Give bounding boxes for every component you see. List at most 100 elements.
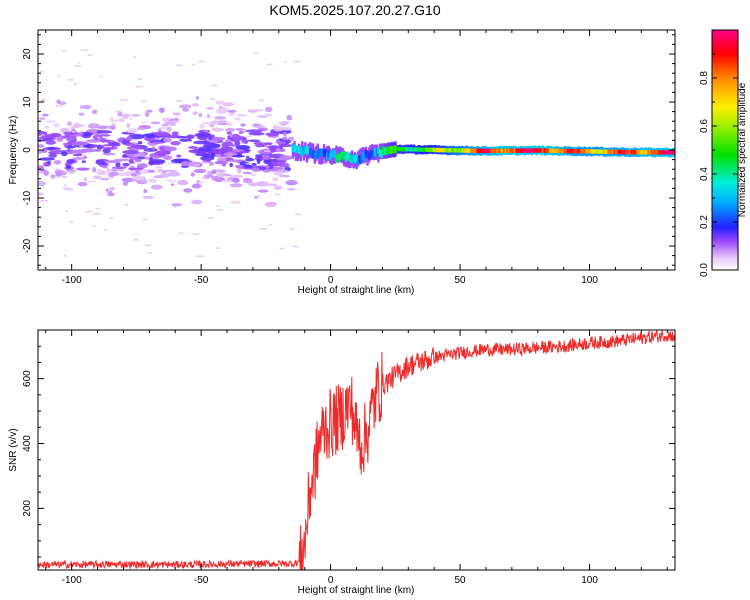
x-tick-label: 100 — [581, 275, 598, 286]
noise-blob — [172, 112, 181, 116]
signal-core — [520, 148, 523, 153]
signal-core — [293, 144, 296, 152]
noise-blob — [91, 109, 98, 115]
signal-core — [304, 147, 307, 155]
signal-core — [325, 152, 329, 161]
signal-core — [310, 150, 313, 159]
noise-blob — [99, 134, 111, 137]
noise-blob — [126, 123, 130, 128]
signal-core — [633, 150, 636, 155]
noise-blob — [199, 123, 206, 129]
noise-blob — [286, 187, 296, 191]
signal-core — [319, 148, 323, 157]
noise-blob — [79, 105, 85, 110]
noise-speck — [79, 145, 84, 148]
signal-core — [355, 154, 358, 163]
noise-blob — [82, 104, 92, 110]
signal-core — [552, 148, 556, 153]
signal-core — [636, 150, 640, 155]
signal-core — [618, 149, 621, 155]
signal-core — [358, 155, 361, 164]
signal-core — [349, 154, 352, 163]
noise-speck — [175, 162, 180, 165]
noise-blob — [94, 148, 102, 152]
noise-blob — [46, 120, 56, 123]
signal-core — [517, 148, 520, 153]
noise-blob — [273, 149, 286, 153]
noise-speck — [115, 110, 122, 113]
signal-core — [374, 148, 377, 157]
noise-blob — [225, 127, 236, 133]
signal-core — [330, 149, 334, 158]
noise-speck — [258, 99, 264, 102]
signal-core — [492, 148, 495, 154]
snr-panel: -100 -50 0 50 100 200 400 600 Height of straigh… — [8, 329, 676, 596]
signal-core — [560, 148, 563, 154]
signal-core — [557, 148, 560, 154]
noise-blob — [157, 168, 164, 173]
signal-core — [353, 155, 357, 164]
noise-blob — [191, 183, 202, 189]
noise-blob — [59, 127, 70, 133]
noise-blob — [210, 152, 216, 159]
noise-speck — [61, 50, 66, 52]
noise-blob — [224, 173, 232, 177]
noise-speck — [175, 64, 183, 66]
y-tick-label: 600 — [22, 370, 33, 387]
noise-speck — [103, 229, 107, 232]
noise-speck — [245, 135, 252, 138]
noise-blob — [38, 130, 48, 136]
signal-core — [655, 150, 658, 155]
signal-core — [468, 148, 472, 153]
signal-core — [531, 148, 534, 153]
noise-blob — [210, 175, 221, 181]
x-tick-label: -50 — [194, 275, 209, 286]
noise-blob — [182, 107, 189, 112]
signal-core — [593, 149, 596, 154]
noise-blob — [88, 123, 100, 126]
noise-blob — [58, 101, 67, 106]
noise-blob — [215, 108, 228, 114]
colorbar-tick-label: 0.8 — [699, 71, 710, 85]
signal-core — [582, 149, 585, 154]
signal-core — [375, 147, 379, 156]
noise-blob — [44, 125, 49, 129]
spectrogram-x-axis-label: Height of straight line (km) — [298, 285, 415, 296]
noise-speck — [266, 63, 273, 66]
noise-blob — [242, 178, 253, 184]
noise-blob — [110, 126, 116, 130]
noise-blob — [238, 131, 244, 134]
noise-blob — [165, 135, 183, 139]
noise-speck — [178, 232, 184, 235]
noise-blob — [222, 102, 235, 107]
signal-core — [361, 151, 365, 159]
noise-blob — [105, 188, 110, 192]
noise-blob — [78, 112, 85, 116]
noise-blob — [235, 128, 244, 131]
signal-core — [534, 148, 537, 153]
signal-core — [360, 156, 363, 165]
noise-blob — [92, 166, 97, 173]
noise-blob — [209, 137, 226, 141]
signal-core — [437, 147, 441, 153]
signal-core — [624, 149, 627, 155]
signal-core — [588, 149, 591, 154]
noise-blob — [61, 135, 77, 139]
signal-core — [311, 150, 315, 158]
signal-core — [549, 148, 553, 153]
signal-core — [644, 150, 647, 155]
noise-speck — [192, 63, 196, 66]
noise-blob — [111, 168, 119, 172]
noise-blob — [55, 173, 62, 177]
noise-blob — [109, 116, 114, 121]
signal-core — [493, 148, 497, 154]
noise-blob — [38, 157, 56, 161]
noise-blob — [56, 99, 61, 104]
noise-blob — [109, 186, 115, 191]
signal-core — [380, 149, 383, 158]
signal-core — [658, 150, 661, 155]
signal-core — [378, 149, 382, 158]
noise-blob — [56, 136, 64, 143]
noise-speck — [259, 228, 268, 230]
noise-blob — [278, 144, 293, 148]
